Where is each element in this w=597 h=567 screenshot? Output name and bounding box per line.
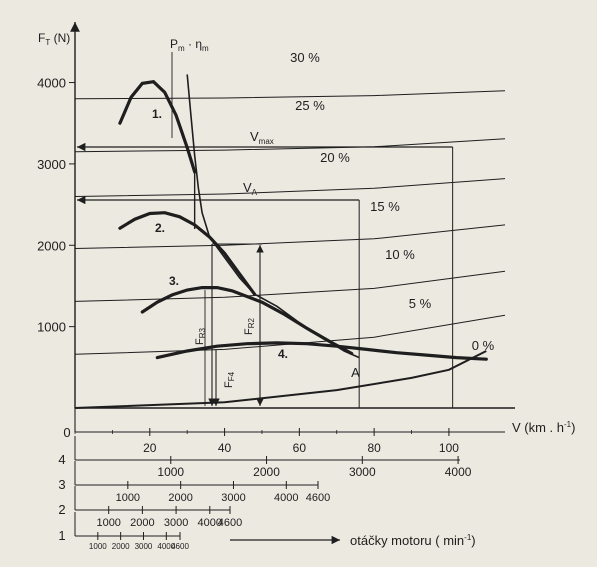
x-tick-label: 40 — [218, 441, 232, 455]
rpm-tick-label: 4000 — [274, 492, 298, 504]
rpm-gear-label: 1 — [58, 528, 65, 543]
point-a-label: A — [351, 365, 360, 380]
slope-line — [74, 314, 506, 355]
rpm-tick-label: 1000 — [116, 492, 140, 504]
y-tick-label: 1000 — [37, 320, 66, 335]
power-curve — [186, 74, 360, 359]
y-tick-label: 4000 — [37, 76, 66, 91]
x-tick-label: 80 — [367, 441, 381, 455]
slope-label: 20 % — [320, 150, 350, 165]
rpm-gear-label: 2 — [58, 502, 65, 517]
power-curve-label: Pm · ηm — [170, 37, 209, 53]
motor-speed-label: otáčky motoru ( min-1) — [350, 533, 476, 548]
gear-label: 4. — [278, 347, 288, 361]
va-label: VA — [243, 180, 258, 197]
y-tick-label: 3000 — [37, 157, 66, 172]
rpm-tick-label: 3000 — [164, 517, 188, 529]
gear-label: 3. — [169, 274, 179, 288]
rpm-tick-label: 3000 — [221, 492, 245, 504]
force-r3-label: FR3 — [194, 327, 207, 345]
slope-line — [74, 350, 487, 409]
rpm-tick-label: 4000 — [198, 517, 222, 529]
rpm-tick-label: 2000 — [253, 465, 280, 479]
gear-label: 1. — [152, 107, 162, 121]
force-f4-label: FF4 — [223, 371, 236, 388]
x-tick-label: 100 — [439, 441, 459, 455]
force-r2-label: FR2 — [243, 317, 256, 335]
slope-label: 0 % — [472, 338, 495, 353]
y-axis-label: FT (N) — [38, 31, 70, 47]
rpm-tick-label: 1000 — [96, 517, 120, 529]
slope-line — [74, 90, 506, 100]
rpm-gear-label: 4 — [58, 452, 65, 467]
slope-line — [74, 138, 506, 153]
x-zero-label: 0 — [63, 425, 70, 440]
gear-curve — [155, 341, 488, 361]
rpm-tick-label: 2000 — [168, 492, 192, 504]
rpm-tick-label: 4600 — [306, 492, 330, 504]
rpm-tick-label: 1000 — [89, 542, 107, 551]
gear-label: 2. — [155, 221, 165, 235]
rpm-tick-label: 1000 — [157, 465, 184, 479]
slope-label: 15 % — [370, 199, 400, 214]
gear-curve — [118, 80, 197, 174]
rpm-tick-label: 3000 — [349, 465, 376, 479]
rpm-tick-label: 4600 — [218, 517, 242, 529]
slope-label: 5 % — [409, 296, 432, 311]
rpm-tick-label: 3000 — [135, 542, 153, 551]
x-axis-label: V (km . h-1) — [512, 420, 575, 435]
x-tick-label: 20 — [143, 441, 157, 455]
rpm-gear-label: 3 — [58, 477, 65, 492]
slope-line — [74, 178, 506, 197]
slope-line — [74, 270, 506, 302]
rpm-tick-label: 2000 — [130, 517, 154, 529]
x-tick-label: 60 — [293, 441, 307, 455]
vmax-label: Vmax — [250, 129, 274, 146]
gear-curve — [118, 211, 257, 296]
rpm-tick-label: 2000 — [112, 542, 130, 551]
rpm-tick-label: 4600 — [171, 542, 189, 551]
rpm-tick-label: 4000 — [445, 465, 472, 479]
slope-label: 30 % — [290, 50, 320, 65]
y-tick-label: 2000 — [37, 238, 66, 253]
slope-label: 25 % — [295, 98, 325, 113]
slope-label: 10 % — [385, 247, 415, 262]
rpm-tick-label: 4000 — [157, 542, 175, 551]
slope-line — [74, 224, 506, 249]
